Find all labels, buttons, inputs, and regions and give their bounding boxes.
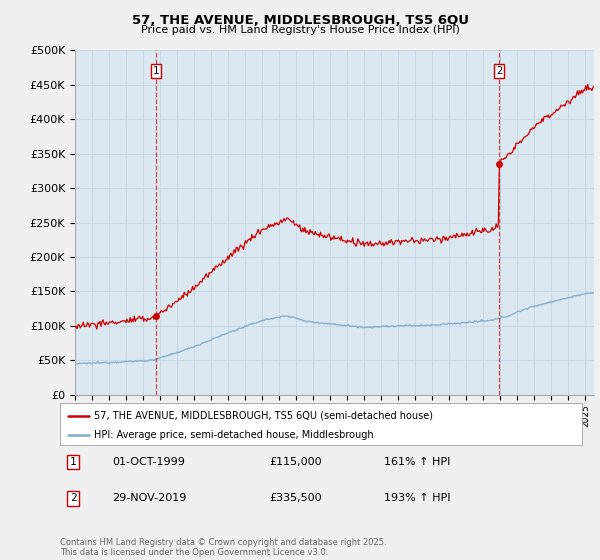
Text: 01-OCT-1999: 01-OCT-1999 — [112, 457, 185, 467]
Text: 57, THE AVENUE, MIDDLESBROUGH, TS5 6QU (semi-detached house): 57, THE AVENUE, MIDDLESBROUGH, TS5 6QU (… — [94, 411, 433, 421]
Text: 1: 1 — [70, 457, 76, 467]
Text: Contains HM Land Registry data © Crown copyright and database right 2025.
This d: Contains HM Land Registry data © Crown c… — [60, 538, 386, 557]
Text: Price paid vs. HM Land Registry's House Price Index (HPI): Price paid vs. HM Land Registry's House … — [140, 25, 460, 35]
Text: 2: 2 — [496, 66, 502, 76]
Text: HPI: Average price, semi-detached house, Middlesbrough: HPI: Average price, semi-detached house,… — [94, 430, 374, 440]
Text: 1: 1 — [153, 66, 159, 76]
Text: 29-NOV-2019: 29-NOV-2019 — [112, 493, 187, 503]
Text: £115,000: £115,000 — [269, 457, 322, 467]
Text: 57, THE AVENUE, MIDDLESBROUGH, TS5 6QU: 57, THE AVENUE, MIDDLESBROUGH, TS5 6QU — [131, 14, 469, 27]
Text: 2: 2 — [70, 493, 76, 503]
Text: £335,500: £335,500 — [269, 493, 322, 503]
Text: 161% ↑ HPI: 161% ↑ HPI — [383, 457, 450, 467]
Text: 193% ↑ HPI: 193% ↑ HPI — [383, 493, 450, 503]
